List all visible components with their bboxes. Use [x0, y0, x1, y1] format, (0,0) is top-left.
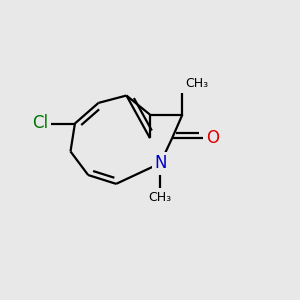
Text: N: N [154, 154, 167, 172]
Text: Cl: Cl [32, 115, 48, 133]
Text: CH₃: CH₃ [185, 76, 208, 90]
Text: O: O [206, 129, 219, 147]
Text: CH₃: CH₃ [185, 76, 208, 90]
Text: CH₃: CH₃ [149, 191, 172, 204]
Text: N: N [154, 154, 167, 172]
Text: O: O [206, 129, 219, 147]
Text: Cl: Cl [32, 115, 48, 133]
Text: CH₃: CH₃ [149, 191, 172, 204]
